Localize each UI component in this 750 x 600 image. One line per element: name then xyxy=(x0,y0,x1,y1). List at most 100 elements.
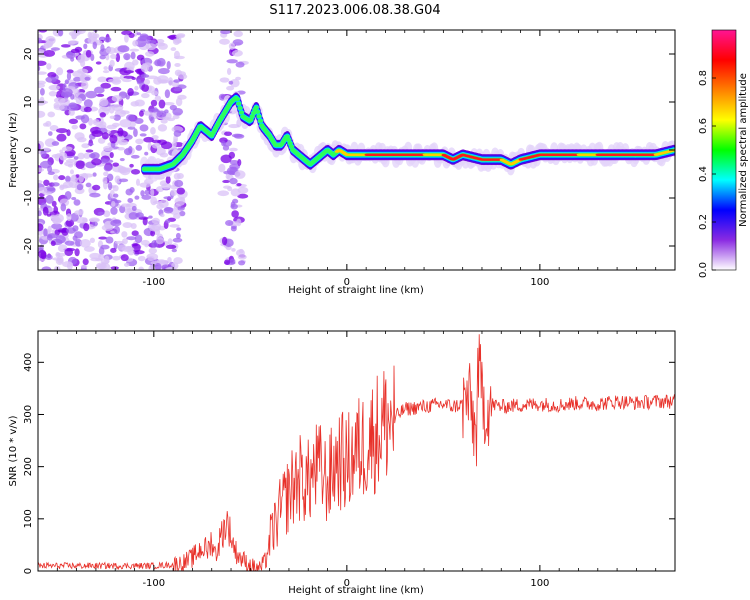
spectrogram-noise-blob xyxy=(48,84,61,91)
spectrogram-noise-blob xyxy=(43,228,48,238)
spectrogram-noise-blob xyxy=(103,164,113,172)
spectrogram-noise-blob xyxy=(143,136,154,143)
spectrogram-noise-blob xyxy=(176,227,182,231)
spectrogram-x-tick-label: 100 xyxy=(530,277,549,288)
snr-x-ticks: -100 0 100 xyxy=(37,331,676,589)
spectrogram-noise-blob xyxy=(91,130,103,137)
spectrogram-noise-blob xyxy=(148,264,155,270)
spectrogram-noise-blob xyxy=(229,258,236,265)
spectrogram-noise-blob xyxy=(82,173,94,178)
spectrogram-noise-blob xyxy=(130,51,136,60)
spectrogram-noise-blob xyxy=(66,227,76,234)
spectrogram-noise-blob xyxy=(135,178,140,186)
spectrogram-noise-blob xyxy=(158,199,169,208)
spectrogram-noise-blob xyxy=(51,182,60,187)
spectrogram-noise-blob xyxy=(45,76,57,83)
spectrogram-y-tick-label: 20 xyxy=(23,48,34,61)
spectrogram-noise-blob xyxy=(151,135,159,140)
spectrogram-noise-blob xyxy=(65,159,77,163)
spectrogram-noise-blob xyxy=(88,117,93,126)
spectrogram-noise-blob xyxy=(156,57,166,67)
spectrogram-noise-blob xyxy=(53,174,59,181)
spectrogram-noise-blob xyxy=(66,213,72,222)
spectrogram-ridge-band xyxy=(237,106,243,110)
spectrogram-noise-blob xyxy=(140,239,150,246)
spectrogram-noise-blob xyxy=(137,255,146,262)
spectrogram-noise-blob xyxy=(57,30,64,37)
spectrogram-noise-blob xyxy=(142,217,148,226)
spectrogram-noise-blob xyxy=(146,75,159,80)
figure-title: S117.2023.006.08.38.G04 xyxy=(269,3,440,18)
spectrogram-noise-blob xyxy=(144,151,149,156)
spectrogram-noise-blob xyxy=(117,127,124,137)
spectrogram-noise-blob xyxy=(98,36,106,42)
spectrogram-noise-blob xyxy=(47,165,53,173)
spectrogram-noise-blob xyxy=(51,154,61,159)
spectrogram-noise-blob xyxy=(62,181,74,189)
spectrogram-noise-blob xyxy=(97,211,105,216)
spectrogram-y-tick-label: 10 xyxy=(23,96,34,109)
spectrogram-noise-blob xyxy=(167,256,172,263)
spectrogram-ridge-band xyxy=(251,111,257,115)
spectrogram-noise-blob xyxy=(85,49,92,58)
spectrogram-noise-blob xyxy=(83,43,88,50)
colorbar-scale xyxy=(712,30,736,270)
spectrogram-noise-blob xyxy=(112,162,119,167)
snr-x-tick-label: -100 xyxy=(142,578,165,589)
spectrogram-noise-blob xyxy=(156,259,166,264)
spectrogram-noise-blob xyxy=(219,38,230,45)
spectrogram-noise-blob xyxy=(134,195,140,200)
spectrogram-noise-blob xyxy=(167,238,173,245)
spectrogram-noise-blob xyxy=(170,47,177,52)
spectrogram-noise-blob xyxy=(175,34,185,39)
spectrogram-noise-blob xyxy=(125,203,131,211)
spectrogram-noise-blob xyxy=(50,47,61,51)
spectrogram-noise-blob xyxy=(105,236,114,244)
spectrogram-noise-blob xyxy=(89,218,100,222)
spectrogram-noise-blob xyxy=(233,133,245,139)
spectrogram-noise-blob xyxy=(165,244,177,249)
spectrogram-noise-blob xyxy=(83,106,92,113)
spectrogram-noise-blob xyxy=(41,266,52,270)
colorbar-frame xyxy=(711,29,737,271)
spectrogram-ridge-band xyxy=(236,101,242,106)
spectrogram-noise-blob xyxy=(95,61,102,65)
spectrogram-noise-blob xyxy=(60,203,67,212)
spectrogram-noise-blob xyxy=(38,30,47,33)
spectrogram-noise-blob xyxy=(57,228,70,233)
spectrogram-noise-blob xyxy=(117,146,125,151)
spectrogram-noise-blob xyxy=(132,40,139,47)
spectrogram-noise-blob xyxy=(58,151,68,161)
spectrogram-noise-blob xyxy=(73,76,82,82)
spectrogram-noise-blob xyxy=(229,177,238,185)
spectrogram-noise-blob xyxy=(38,210,42,217)
spectrogram-noise-blob xyxy=(155,38,165,44)
spectrogram-noise-blob xyxy=(66,51,74,59)
spectrogram-x-tick-label: 0 xyxy=(344,277,350,288)
spectrogram-noise-blob xyxy=(47,111,56,118)
spectrogram-noise-blob xyxy=(221,140,226,147)
spectrogram-noise-blob xyxy=(230,203,238,210)
spectrogram-noise-blob xyxy=(238,248,244,254)
colorbar-tick-label: 0.6 xyxy=(698,118,709,134)
spectrogram-noise-blob xyxy=(39,88,45,96)
spectrogram-noise-blob xyxy=(72,235,78,241)
snr-y-tick-label: 400 xyxy=(23,353,34,372)
spectrogram-noise-blob xyxy=(104,36,112,43)
spectrogram-x-ticks: -100 0 100 xyxy=(37,30,676,288)
spectrogram-ridge-band xyxy=(284,134,290,139)
spectrogram-noise-blob xyxy=(81,143,90,149)
spectrogram-noise-blob xyxy=(89,153,96,159)
spectrogram-noise-blob xyxy=(229,159,239,165)
spectrogram-noise-blob xyxy=(46,213,52,217)
spectrogram-noise-blob xyxy=(165,175,171,184)
spectrogram-noise-blob xyxy=(136,78,141,85)
colorbar-tick-label: 0.2 xyxy=(698,214,709,230)
spectrogram-noise-blob xyxy=(218,163,226,173)
spectrogram-noise-blob xyxy=(80,59,86,67)
spectrogram-noise-blob xyxy=(45,120,52,127)
spectrogram-noise-blob xyxy=(169,224,180,228)
spectrogram-noise-blob xyxy=(157,79,168,84)
spectrogram-noise-blob xyxy=(138,266,144,270)
spectrogram-noise-blob xyxy=(148,108,160,113)
